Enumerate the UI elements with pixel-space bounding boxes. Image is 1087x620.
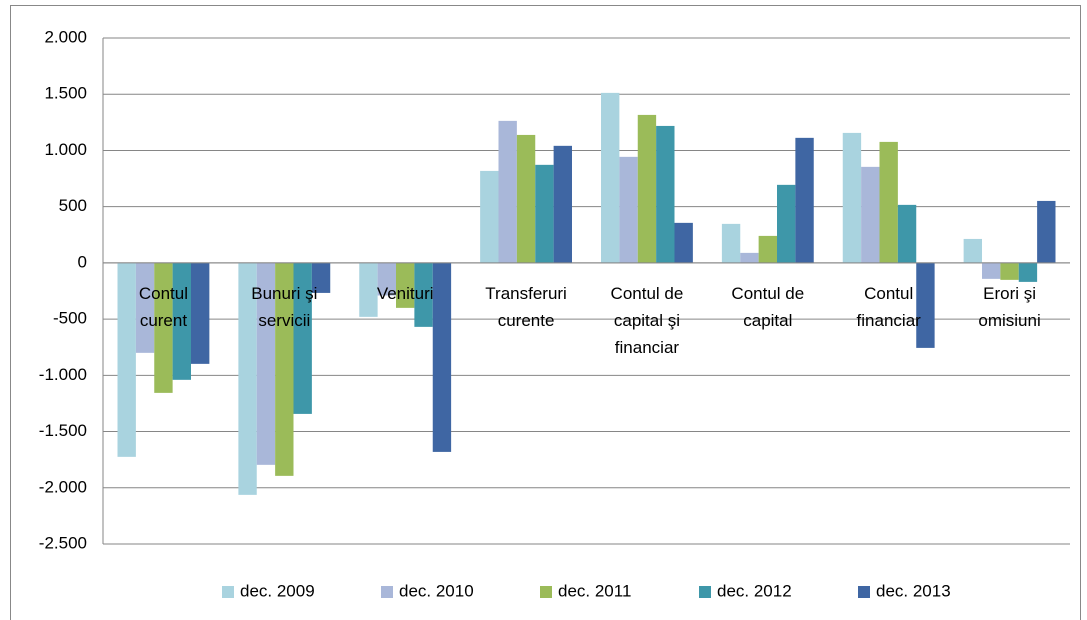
legend-label: dec. 2012 (717, 581, 792, 600)
bar (238, 262, 257, 495)
bar (553, 145, 572, 263)
bar (879, 141, 898, 263)
bar (758, 235, 777, 263)
bar (535, 164, 554, 263)
bar (414, 262, 433, 327)
x-tick-label: Contul curent (138, 283, 188, 330)
legend-swatch (222, 586, 234, 598)
legend-swatch (540, 586, 552, 598)
bar (1018, 262, 1038, 282)
bar (897, 204, 917, 263)
bar (172, 262, 191, 380)
bar (432, 262, 452, 452)
legend-label: dec. 2010 (399, 581, 474, 600)
y-tick-label: -1.500 (39, 421, 87, 440)
bar (480, 170, 499, 263)
y-tick-label: 500 (59, 196, 87, 215)
y-tick-label: -500 (53, 309, 87, 328)
bar (377, 262, 397, 296)
legend-swatch (699, 586, 711, 598)
x-tick-label: Contul de capital şi financiar (610, 283, 684, 357)
bar (776, 184, 796, 263)
chart-border (10, 5, 1081, 620)
bar (861, 166, 880, 263)
bar (721, 223, 741, 263)
legend-label: dec. 2009 (240, 581, 315, 600)
legend-label: dec. 2013 (876, 581, 951, 600)
bar (396, 262, 415, 308)
bar (516, 134, 536, 263)
legend-label: dec. 2011 (558, 581, 631, 600)
y-tick-label: -2.500 (39, 533, 87, 552)
bar (963, 238, 983, 263)
bar (154, 262, 173, 393)
bar (256, 262, 276, 465)
legend-swatch (381, 586, 393, 598)
bar (795, 137, 814, 263)
bar (656, 125, 675, 263)
x-tick-label: Transferuri curente (485, 283, 567, 330)
bar (190, 262, 210, 364)
y-tick-label: 0 (78, 252, 87, 271)
bar (637, 114, 657, 263)
x-tick-label: Bunuri şi servicii (251, 283, 318, 330)
y-tick-label: -2.000 (39, 477, 87, 496)
bar (135, 262, 155, 353)
bar (842, 132, 862, 263)
bar (293, 262, 312, 414)
bar (916, 262, 935, 348)
bar (740, 252, 759, 263)
bar (674, 222, 693, 263)
y-tick-label: 1.500 (44, 84, 87, 103)
bar (982, 262, 1001, 279)
y-tick-label: 2.000 (44, 27, 87, 46)
x-tick-label: Erori şi omisiuni (978, 283, 1041, 330)
y-tick-label: 1.000 (44, 140, 87, 159)
bar (1037, 200, 1056, 263)
x-tick-label: Contul de capital (731, 283, 805, 330)
bar (311, 262, 331, 293)
y-tick-label: -1.000 (39, 365, 87, 384)
bar (275, 262, 294, 476)
bar (117, 262, 136, 457)
x-tick-label: Contul financiar (856, 283, 921, 330)
legend-swatch (858, 586, 870, 598)
x-tick-label: Venituri (376, 283, 434, 303)
bar (359, 262, 378, 317)
bar (1000, 262, 1019, 280)
bar (498, 120, 517, 263)
bar (619, 156, 638, 263)
bar (601, 92, 620, 263)
